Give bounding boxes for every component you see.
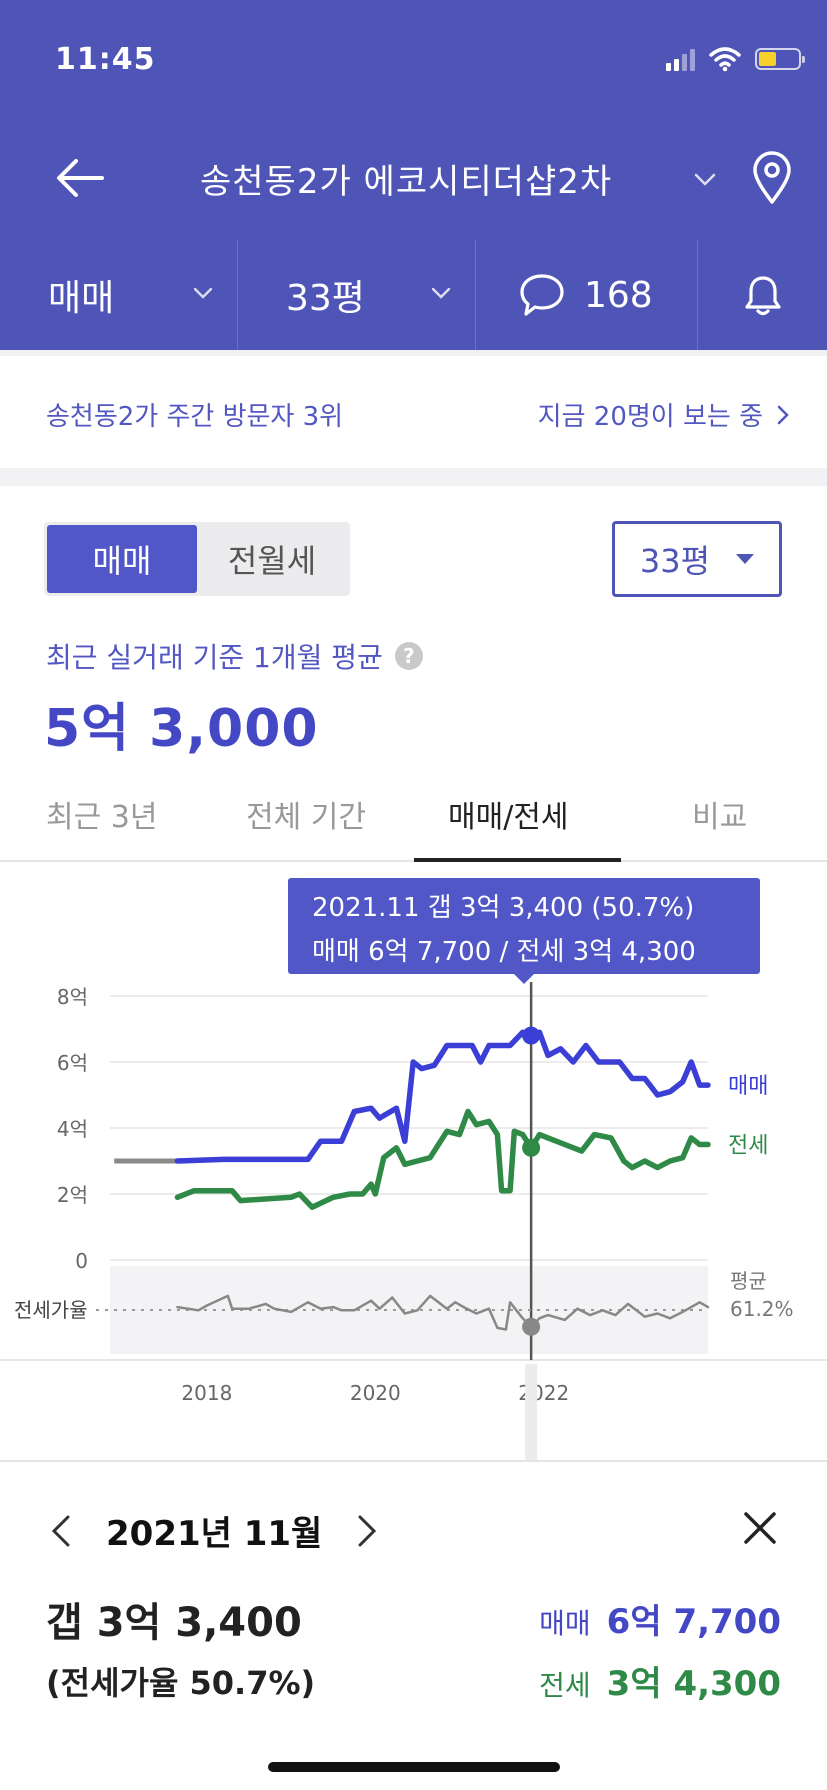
area-filter[interactable]: 33평 [238,240,476,350]
y-tick-label: 2억 [57,1183,88,1207]
sale-label: 매매 [539,1607,591,1640]
wifi-icon [709,47,741,72]
back-arrow-icon[interactable] [52,150,108,206]
y-tick-label: 4억 [57,1117,88,1141]
jeonse-label: 전세 [539,1669,591,1702]
sale-selected-point [522,1026,541,1045]
chart-tooltip: 2021.11 갭 3억 3,400 (50.7%) 매매 6억 7,700 /… [288,878,760,984]
jeonse-series-line [174,1108,711,1210]
y-tick-label: 8억 [57,985,88,1009]
ratio-selected-point [522,1317,541,1336]
x-tick-label: 2020 [350,1381,401,1405]
gap-value: 갭 3억 3,400 [46,1600,302,1646]
chevron-down-icon [431,287,451,299]
sale-value: 6억 7,700 [606,1602,781,1642]
status-icons [666,44,805,74]
tooltip-line-1: 2021.11 갭 3억 3,400 (50.7%) [312,893,695,923]
price-chart[interactable]: 8억 6억 4억 2억 0 2018 2020 2022 전세가율 평균 61.2% 매매 전세 [0,864,827,1460]
jeonse-price-line: 전세 3억 4,300 [539,1656,781,1705]
nav-row: 송천동2가 에코시티더샵2차 [0,120,827,230]
speech-bubble-icon [520,274,564,316]
month-detail-panel: 2021년 11월 갭 3억 3,400 (전세가율 50.7%) 매매 6억 … [0,1460,827,1790]
chevron-right-icon [777,405,789,424]
signal-icon [666,47,695,71]
chart-tabs: 최근 3년 전체 기간 매매/전세 비교 [0,770,827,862]
status-time: 11:45 [55,42,156,77]
prev-month-arrow-icon[interactable] [46,1511,76,1551]
visitor-rank-text: 송천동2가 주간 방문자 3위 [46,402,344,432]
visitor-banner[interactable]: 송천동2가 주간 방문자 3위 지금 20명이 보는 중 [0,356,827,468]
jeonse-series-label: 전세 [728,1134,768,1159]
tab-all-period[interactable]: 전체 기간 [246,800,366,835]
scrubber-track [525,1364,538,1460]
x-tick-label: 2018 [181,1381,232,1405]
jeonse-value: 3억 4,300 [606,1664,781,1704]
deal-type-filter[interactable]: 매매 [0,240,238,350]
sale-series-line [174,1029,711,1164]
next-month-arrow-icon[interactable] [352,1511,382,1551]
y-tick-label: 0 [75,1249,88,1273]
sale-price-line: 매매 6억 7,700 [539,1594,781,1643]
complex-title-button[interactable]: 송천동2가 에코시티더샵2차 [200,154,612,203]
toggle-rent[interactable]: 전월세 [227,542,317,580]
y-tick-label: 6억 [57,1051,88,1075]
ratio-series-line [176,1294,710,1331]
battery-icon [755,48,805,70]
tab-recent-3-years[interactable]: 최근 3년 [46,800,158,835]
location-pin-icon[interactable] [748,150,796,206]
ratio-band [110,1266,708,1354]
average-price: 5억 3,000 [44,699,319,759]
bell-icon [744,276,781,316]
app-header: 11:45 송천동2가 에코시티더샵2차 매매 [0,0,827,350]
average-caption-text: 최근 실거래 기준 1개월 평균 [46,641,383,674]
area-label: 33평 [286,278,365,319]
ratio-axis-label: 전세가율 [14,1298,88,1322]
close-icon[interactable] [738,1506,782,1550]
jeonse-selected-point [522,1138,541,1157]
active-tab-indicator [414,858,621,862]
caret-down-icon [736,554,755,564]
sale-series-label: 매매 [728,1074,768,1099]
page-title: 송천동2가 에코시티더샵2차 [200,162,613,202]
deal-type-toggle: 매매 전월세 [44,522,350,596]
live-viewers-text: 지금 20명이 보는 중 [537,402,763,432]
divider [0,350,827,356]
live-viewers-link[interactable]: 지금 20명이 보는 중 [538,396,791,433]
area-dropdown[interactable]: 33평 [612,521,782,597]
selected-month: 2021년 11월 [106,1514,323,1554]
chevron-down-icon [193,287,213,299]
jeonse-ratio-value: (전세가율 50.7%) [46,1664,316,1702]
help-icon[interactable]: ? [394,642,423,670]
tab-sale-vs-jeonse[interactable]: 매매/전세 [448,800,569,835]
average-label: 평균 [730,1269,767,1293]
chevron-down-icon[interactable] [690,164,720,194]
tooltip-line-2: 매매 6억 7,700 / 전세 3억 4,300 [312,937,696,967]
area-dropdown-value: 33평 [639,542,711,580]
filter-row: 매매 33평 168 [0,240,827,350]
divider [0,468,827,486]
notification-button[interactable] [698,240,827,350]
deal-type-label: 매매 [48,278,115,319]
home-indicator [268,1762,560,1772]
average-caption: 최근 실거래 기준 1개월 평균 ? [46,636,423,676]
comments-button[interactable]: 168 [476,240,698,350]
comment-count: 168 [584,274,653,316]
month-navigator: 2021년 11월 [46,1506,382,1555]
toggle-sale[interactable]: 매매 [47,525,197,593]
tab-compare[interactable]: 비교 [692,800,748,835]
average-value: 61.2% [730,1297,794,1321]
